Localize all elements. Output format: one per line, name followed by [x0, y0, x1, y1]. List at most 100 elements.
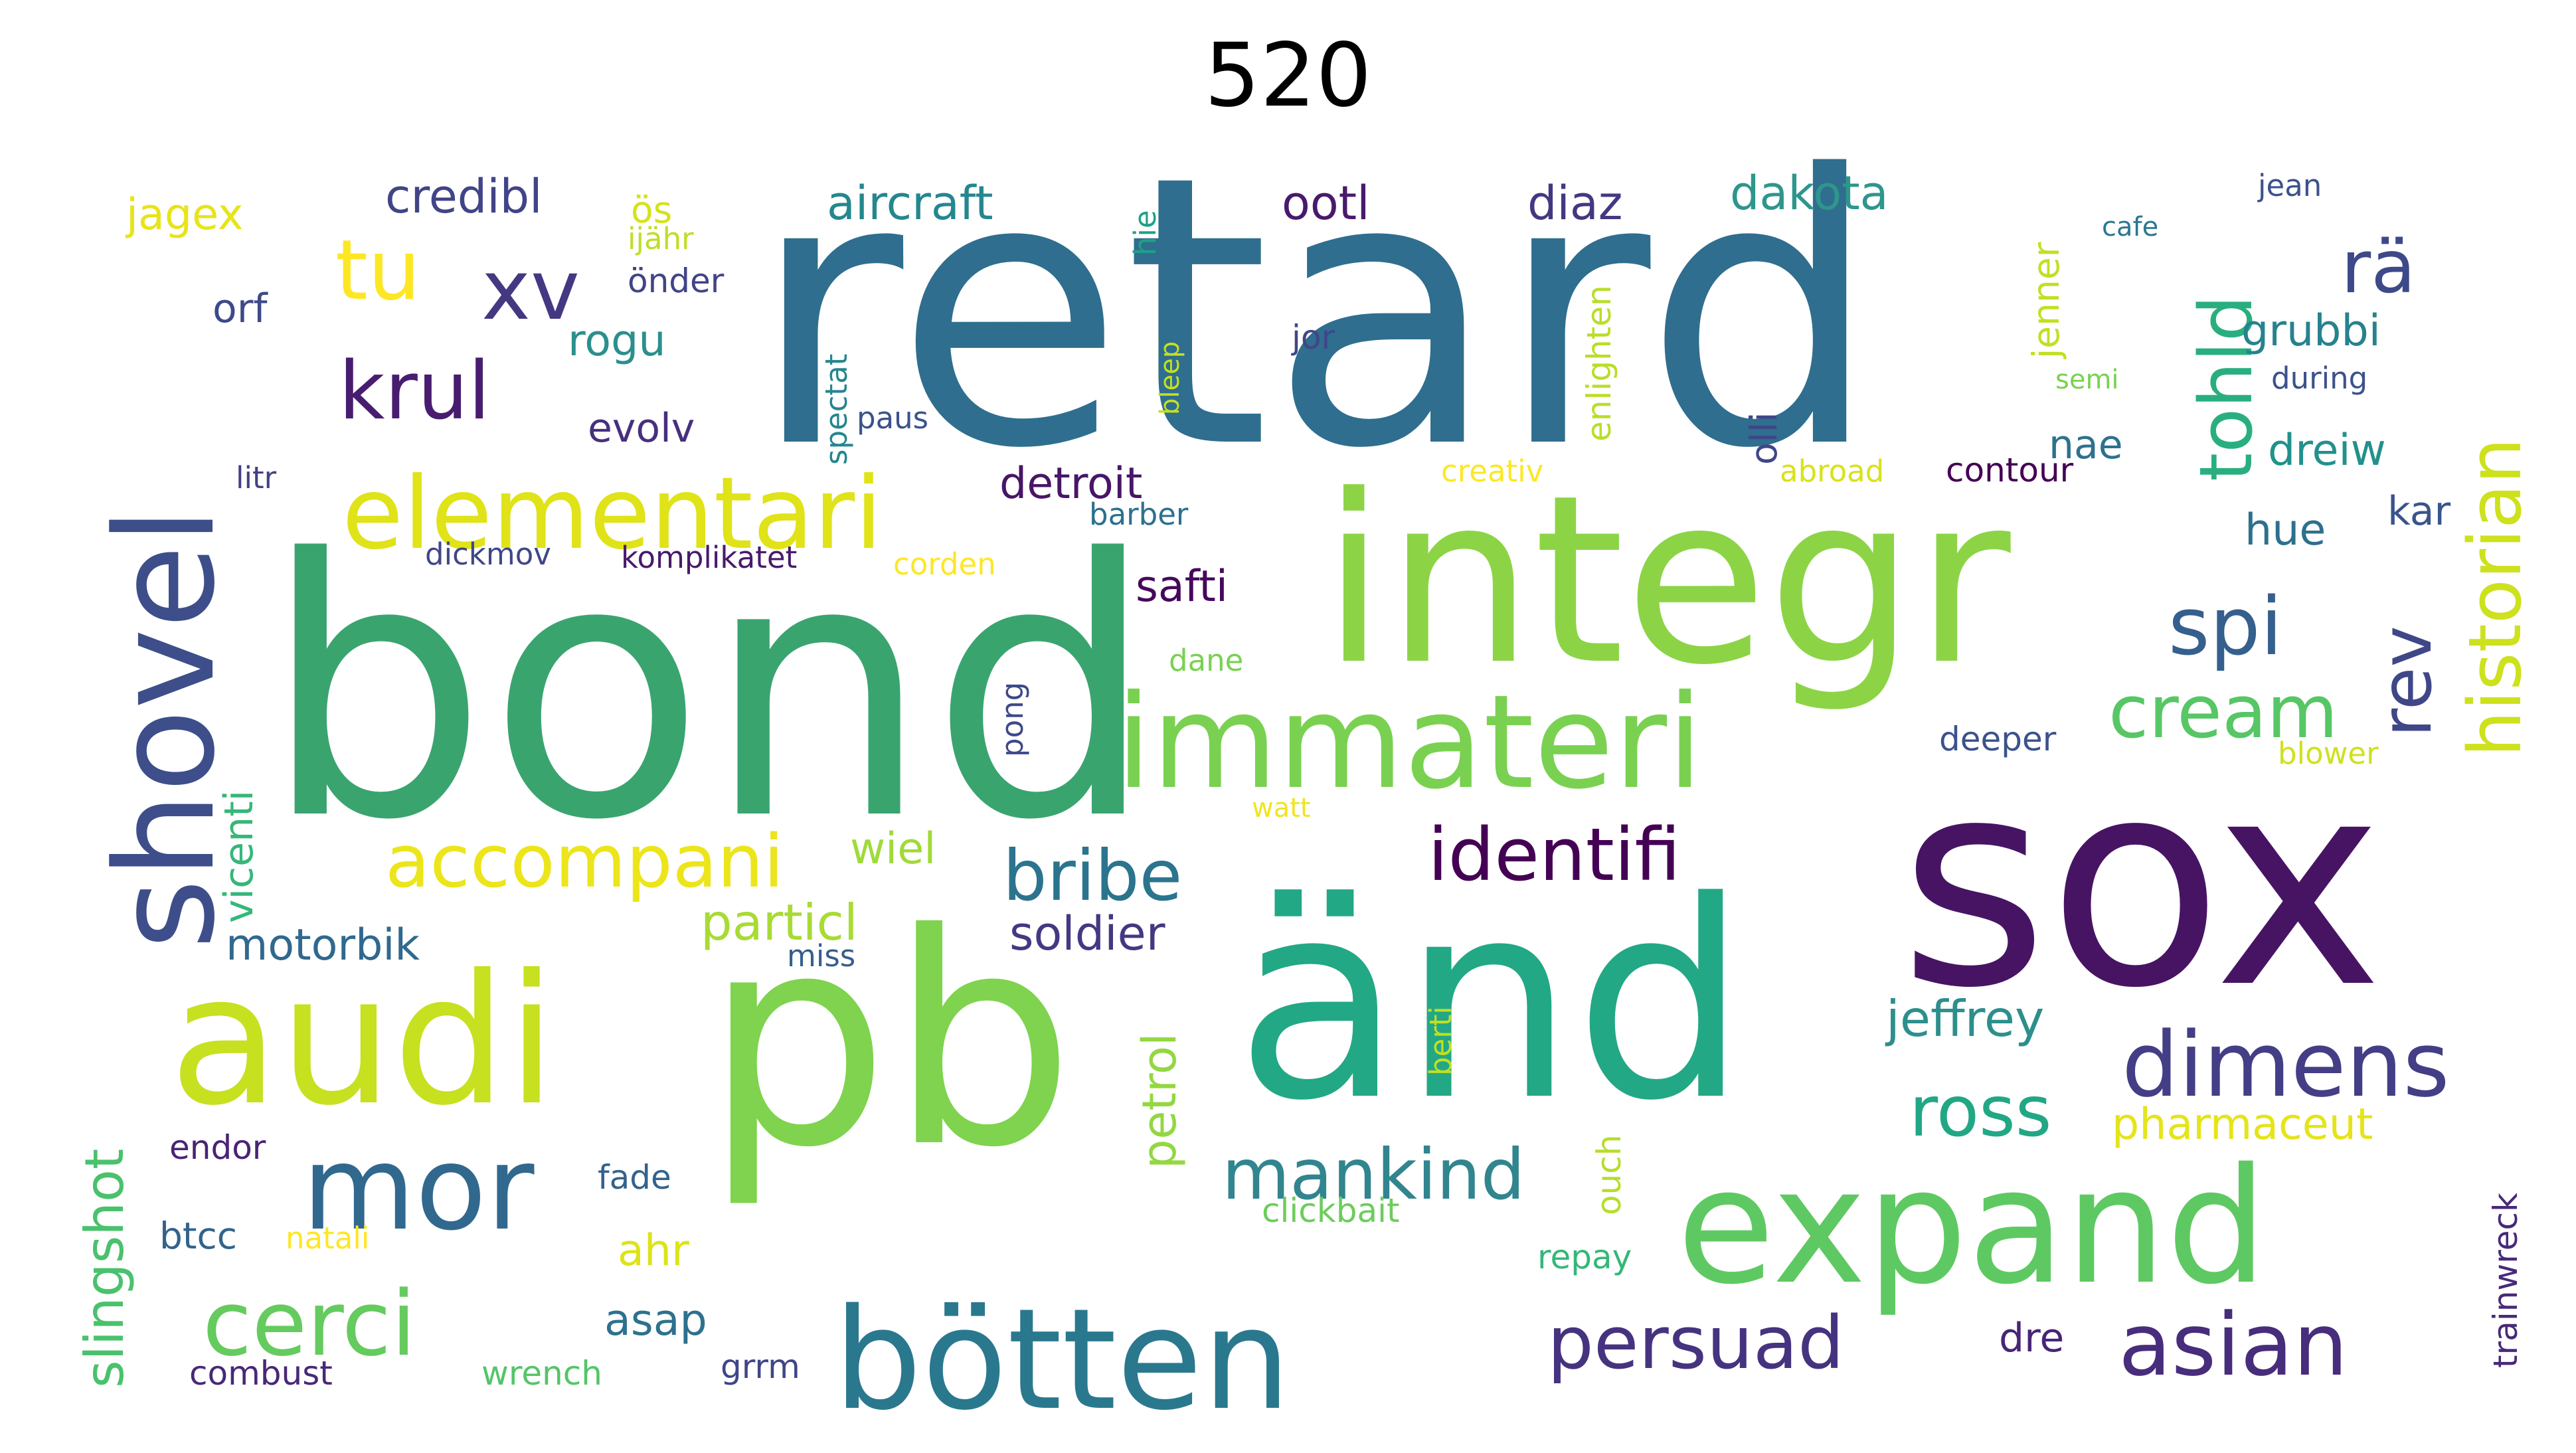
word-59: petrol [1132, 1033, 1187, 1169]
word-8: shovel [87, 507, 245, 950]
word-80: pong [995, 682, 1030, 757]
word-16: asian [2118, 1294, 2348, 1395]
word-73: ouch [1590, 1135, 1628, 1215]
word-20: bribe [1003, 835, 1182, 916]
word-67: wrench [481, 1354, 602, 1393]
word-32: slingshot [74, 1149, 135, 1388]
word-68: grrm [721, 1347, 800, 1386]
word-40: ijähr [628, 221, 694, 256]
word-45: detroit [999, 459, 1142, 509]
word-93: hie [1128, 210, 1163, 256]
word-86: creativ [1441, 454, 1543, 489]
word-66: combust [189, 1354, 333, 1393]
word-95: olli [1743, 412, 1785, 466]
word-56: vicenti [216, 790, 262, 923]
word-24: tu [335, 222, 420, 319]
word-17: persuad [1547, 1300, 1844, 1385]
word-28: rä [2341, 224, 2416, 309]
word-34: aircraft [827, 176, 993, 230]
word-74: berti [1423, 1006, 1458, 1076]
word-55: motorbik [226, 920, 420, 970]
word-61: endor [169, 1128, 266, 1167]
word-10: bötten [833, 1278, 1291, 1441]
word-4: sox [1899, 719, 2383, 1051]
word-81: dickmov [425, 537, 551, 572]
word-18: accompani [385, 819, 784, 904]
word-89: spectat [819, 354, 854, 465]
word-70: trainwreck [2486, 1193, 2525, 1368]
word-21: mankind [1222, 1134, 1525, 1215]
word-6: pb [704, 871, 1075, 1211]
word-9: expand [1677, 1134, 2267, 1320]
word-35: ootl [1282, 176, 1370, 230]
word-96: jenner [2025, 242, 2067, 359]
word-60: btcc [159, 1215, 237, 1257]
word-27: ross [1909, 1071, 2052, 1152]
word-22: krul [339, 345, 490, 438]
word-58: pharmaceut [2112, 1100, 2373, 1150]
word-99: during [2271, 361, 2367, 396]
word-14: cerci [203, 1272, 416, 1376]
word-97: cafe [2102, 212, 2158, 242]
word-25: spi [2168, 581, 2282, 673]
word-26: cream [2108, 669, 2338, 754]
word-90: paus [857, 400, 928, 436]
word-79: dane [1169, 643, 1243, 678]
word-72: clickbait [1262, 1191, 1400, 1230]
word-1: retard [750, 97, 1880, 530]
word-30: historian [2452, 438, 2537, 757]
word-84: barber [1089, 497, 1189, 532]
word-87: abroad [1780, 454, 1884, 489]
word-47: nae [2049, 422, 2123, 468]
word-64: asap [604, 1296, 707, 1345]
word-15: dimens [2122, 1013, 2450, 1117]
word-82: komplikatet [621, 540, 797, 575]
word-78: blower [2278, 736, 2379, 771]
word-94: enlighten [1580, 285, 1618, 442]
word-69: dre [1999, 1315, 2064, 1361]
word-62: fade [598, 1158, 671, 1197]
word-23: xv [481, 242, 580, 339]
word-54: soldier [1009, 906, 1165, 961]
word-3: integr [1322, 445, 2013, 716]
word-11: immateri [1116, 667, 1703, 817]
word-52: wiel [850, 824, 936, 874]
word-12: elementari [342, 456, 883, 572]
word-98: semi [2055, 365, 2119, 395]
word-43: rogu [568, 316, 666, 366]
word-44: evolv [588, 405, 695, 452]
word-42: orf [213, 286, 268, 332]
word-77: deeper [1939, 720, 2057, 758]
page-title: 520 [1204, 25, 1372, 127]
word-46: safti [1136, 562, 1228, 612]
word-29: tohld [2184, 295, 2269, 481]
word-53: particl [701, 893, 858, 952]
word-41: önder [628, 262, 725, 300]
word-57: jeffrey [1885, 989, 2044, 1048]
word-76: watt [1252, 793, 1311, 823]
word-38: jagex [125, 190, 243, 240]
word-33: credibl [385, 169, 543, 224]
word-5: änd [1235, 843, 1747, 1160]
word-91: bleep [1155, 341, 1185, 415]
word-85: litr [236, 460, 277, 495]
word-2: bond [262, 484, 1156, 898]
word-48: grubbi [2241, 306, 2381, 356]
word-39: ös [631, 189, 672, 231]
word-65: natali [286, 1221, 369, 1256]
word-75: miss [787, 938, 855, 974]
word-71: repay [1537, 1238, 1632, 1276]
word-31: rev [2366, 626, 2447, 737]
word-92: jor [1291, 318, 1335, 357]
word-51: kar [2387, 488, 2450, 535]
word-88: contour [1946, 451, 2074, 489]
word-63: ahr [618, 1226, 689, 1276]
word-36: diaz [1527, 176, 1623, 230]
word-19: identifi [1428, 812, 1681, 897]
word-83: corden [893, 547, 996, 582]
word-7: audi [169, 936, 557, 1145]
word-100: jean [2257, 168, 2322, 203]
word-13: mor [302, 1122, 535, 1256]
word-37: dakota [1730, 166, 1889, 220]
